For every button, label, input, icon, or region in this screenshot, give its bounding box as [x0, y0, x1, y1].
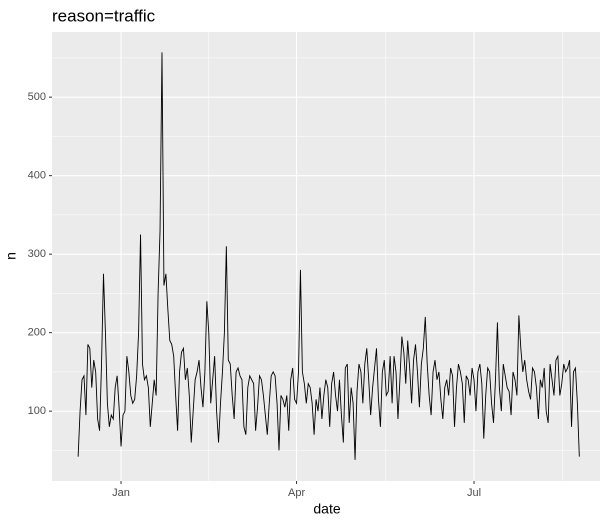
x-tick-label: Apr — [288, 487, 305, 499]
x-tick-label: Jul — [467, 487, 481, 499]
x-axis-label: date — [313, 501, 340, 517]
data-line — [77, 52, 580, 460]
plot-panel — [52, 32, 600, 481]
chart-title: reason=traffic — [52, 6, 156, 25]
y-tick-label: 300 — [28, 248, 46, 260]
x-tick-label: Jan — [112, 487, 130, 499]
y-axis-label: n — [3, 252, 19, 260]
y-tick-label: 400 — [28, 170, 46, 182]
y-tick-label: 500 — [28, 91, 46, 103]
y-tick-label: 100 — [28, 405, 46, 417]
y-tick-label: 200 — [28, 327, 46, 339]
